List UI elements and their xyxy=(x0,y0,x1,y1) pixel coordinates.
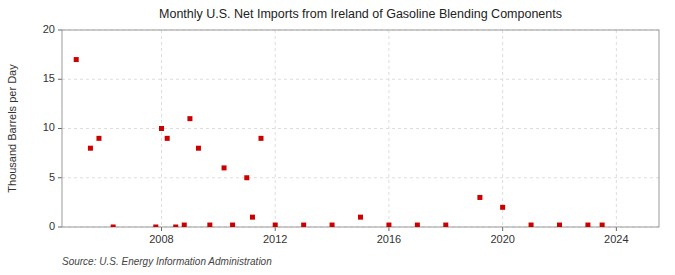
y-grid-line xyxy=(62,79,659,80)
y-grid-line xyxy=(62,177,659,178)
scatter-point xyxy=(330,223,335,227)
x-grid-line xyxy=(502,30,503,227)
x-tick-label: 2016 xyxy=(377,233,401,245)
scatter-point xyxy=(74,57,79,62)
scatter-point xyxy=(207,223,212,227)
plot-frame xyxy=(62,30,659,227)
scatter-point xyxy=(222,165,227,170)
scatter-point xyxy=(443,223,448,227)
scatter-point xyxy=(301,223,306,227)
y-tick xyxy=(58,177,62,178)
y-tick-label: 15 xyxy=(43,72,55,84)
scatter-point xyxy=(259,136,264,141)
scatter-point xyxy=(250,215,255,220)
x-grid-line xyxy=(275,30,276,227)
plot-background xyxy=(62,30,659,227)
scatter-point xyxy=(500,205,505,210)
points xyxy=(74,57,605,227)
x-grid-line xyxy=(616,30,617,227)
y-tick xyxy=(58,128,62,129)
y-tick-label: 5 xyxy=(49,171,55,183)
scatter-point xyxy=(230,223,235,227)
y-tick xyxy=(58,79,62,80)
scatter-point xyxy=(165,136,170,141)
scatter-point xyxy=(153,225,158,228)
x-tick-label: 2024 xyxy=(604,233,628,245)
x-tick-label: 2012 xyxy=(263,233,287,245)
scatter-point xyxy=(111,225,116,228)
y-tick-label: 10 xyxy=(43,121,55,133)
x-tick xyxy=(388,227,389,231)
scatter-point xyxy=(415,223,420,227)
y-tick xyxy=(58,30,62,31)
chart-svg: 0 5 10 15 20 2008 2012 2016 2020 2024 Monthly U.S.… xyxy=(0,0,675,275)
y-grid-line xyxy=(62,128,659,129)
y-tick-label: 0 xyxy=(49,220,55,232)
y-tick xyxy=(58,227,62,228)
scatter-point xyxy=(529,223,534,227)
scatter-point xyxy=(159,126,164,131)
x-tick xyxy=(616,227,617,231)
y-tick-label: 20 xyxy=(43,23,55,35)
scatter-point xyxy=(273,223,278,227)
axes: 0 5 10 15 20 2008 2012 2016 2020 2024 xyxy=(43,23,659,245)
scatter-point xyxy=(187,116,192,121)
source-annotation: Source: U.S. Energy Information Administ… xyxy=(62,256,272,267)
scatter-point xyxy=(386,223,391,227)
x-tick xyxy=(161,227,162,231)
scatter-point xyxy=(585,223,590,227)
scatter-point xyxy=(557,223,562,227)
scatter-point xyxy=(173,225,178,228)
scatter-point xyxy=(182,223,187,227)
x-grid-line xyxy=(388,30,389,227)
scatter-point xyxy=(196,146,201,151)
x-tick-label: 2008 xyxy=(149,233,173,245)
scatter-point xyxy=(96,136,101,141)
chart-title: Monthly U.S. Net Imports from Ireland of… xyxy=(159,7,562,21)
grid xyxy=(62,30,659,227)
scatter-point xyxy=(244,175,249,180)
x-tick-label: 2020 xyxy=(490,233,514,245)
x-tick xyxy=(275,227,276,231)
y-axis-label: Thousand Barrels per Day xyxy=(6,64,18,193)
scatter-point xyxy=(88,146,93,151)
x-tick xyxy=(502,227,503,231)
scatter-point xyxy=(600,223,605,227)
scatter-point xyxy=(358,215,363,220)
scatter-point xyxy=(477,195,482,200)
chart-container: 0 5 10 15 20 2008 2012 2016 2020 2024 Monthly U.S.… xyxy=(0,0,675,275)
